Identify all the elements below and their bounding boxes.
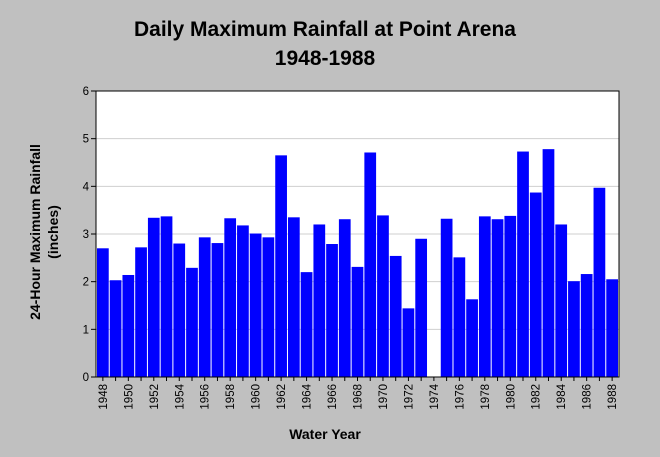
x-tick-label: 1986 bbox=[582, 384, 594, 410]
x-axis-ticks: 1948 1950 1952 1954 1956 1958 1960 1962 1964 1966… bbox=[98, 377, 619, 410]
y-tick-label: 3 bbox=[83, 229, 89, 241]
bar-1961 bbox=[262, 237, 275, 377]
bar-1979 bbox=[491, 219, 504, 377]
bar-1985 bbox=[568, 281, 580, 377]
y-tick-label: 4 bbox=[83, 181, 90, 193]
bar-1984 bbox=[555, 224, 568, 377]
bar-1959 bbox=[237, 225, 249, 377]
bar-1987 bbox=[593, 187, 606, 377]
x-tick-label: 1978 bbox=[480, 384, 492, 410]
x-tick-label: 1984 bbox=[556, 383, 568, 409]
bar-1980 bbox=[504, 215, 517, 377]
y-axis-label: 24-Hour Maximum Rainfall bbox=[27, 144, 43, 320]
x-tick-label: 1972 bbox=[403, 384, 415, 410]
x-axis-label: Water Year bbox=[289, 426, 361, 442]
y-axis-label-group: 24-Hour Maximum Rainfall (inches) bbox=[27, 144, 61, 320]
bar-1977 bbox=[466, 299, 478, 377]
x-tick-label: 1980 bbox=[505, 384, 517, 410]
x-tick-label: 1964 bbox=[302, 383, 314, 409]
chart-subtitle: 1948-1988 bbox=[275, 47, 376, 70]
bar-1971 bbox=[389, 255, 402, 377]
bar-1955 bbox=[186, 267, 198, 377]
bar-1982 bbox=[529, 192, 542, 377]
bar-1965 bbox=[313, 224, 326, 377]
y-axis-unit: (inches) bbox=[45, 205, 61, 259]
x-tick-label: 1952 bbox=[149, 384, 161, 410]
y-tick-label: 6 bbox=[83, 86, 89, 98]
bar-1969 bbox=[364, 152, 377, 377]
x-tick-label: 1960 bbox=[251, 384, 263, 410]
bar-1973 bbox=[415, 238, 428, 377]
bar-1953 bbox=[160, 216, 173, 377]
x-tick-label: 1948 bbox=[98, 384, 110, 410]
bar-1988 bbox=[606, 279, 618, 377]
chart-title: Daily Maximum Rainfall at Point Arena bbox=[134, 18, 516, 41]
bar-1948 bbox=[97, 248, 109, 377]
bar-1960 bbox=[249, 233, 262, 377]
bar-1970 bbox=[377, 215, 389, 377]
bar-1986 bbox=[580, 274, 593, 377]
bar-1952 bbox=[147, 217, 160, 377]
bar-1957 bbox=[211, 243, 224, 377]
x-tick-label: 1968 bbox=[353, 384, 365, 410]
x-tick-label: 1962 bbox=[276, 384, 288, 410]
bar-1983 bbox=[542, 149, 555, 377]
bar-1962 bbox=[275, 155, 287, 377]
x-tick-label: 1966 bbox=[327, 384, 339, 410]
bar-1975 bbox=[440, 218, 453, 377]
bar-1950 bbox=[122, 274, 135, 377]
y-tick-label: 5 bbox=[83, 134, 89, 146]
bar-1981 bbox=[517, 151, 529, 377]
y-tick-label: 1 bbox=[83, 324, 89, 336]
x-tick-label: 1958 bbox=[225, 384, 237, 410]
x-tick-label: 1976 bbox=[454, 384, 466, 410]
bar-1976 bbox=[453, 257, 466, 377]
bar-1954 bbox=[173, 243, 186, 377]
x-tick-label: 1970 bbox=[378, 384, 390, 410]
x-tick-label: 1950 bbox=[123, 384, 135, 410]
x-tick-label: 1954 bbox=[174, 383, 186, 409]
y-tick-label: 0 bbox=[83, 372, 89, 384]
bar-1949 bbox=[109, 280, 122, 377]
x-tick-label: 1982 bbox=[531, 384, 543, 410]
x-tick-label: 1956 bbox=[200, 384, 212, 410]
bar-1958 bbox=[224, 218, 237, 377]
bar-1978 bbox=[478, 216, 491, 377]
bar-1956 bbox=[198, 237, 211, 377]
y-tick-label: 2 bbox=[83, 277, 89, 289]
bar-1966 bbox=[326, 244, 338, 377]
bar-1963 bbox=[287, 217, 300, 377]
bar-1967 bbox=[338, 219, 351, 377]
bar-1951 bbox=[135, 247, 147, 377]
x-tick-label: 1974 bbox=[429, 383, 441, 409]
bars bbox=[97, 149, 618, 377]
y-axis-ticks: 0 1 2 3 4 5 6 bbox=[83, 86, 96, 384]
bar-1968 bbox=[351, 266, 364, 377]
x-tick-label: 1988 bbox=[607, 384, 619, 410]
bar-1964 bbox=[300, 272, 313, 377]
bar-1972 bbox=[402, 308, 415, 377]
